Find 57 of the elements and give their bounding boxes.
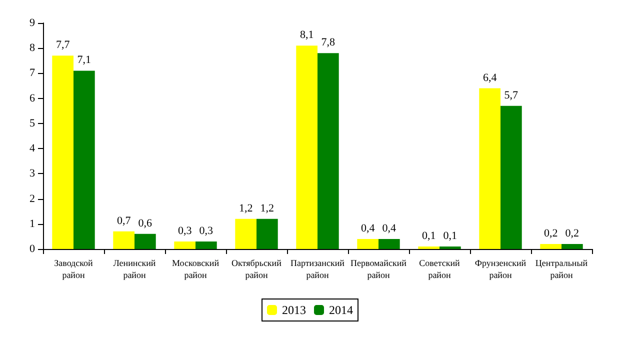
data-label: 0,3 bbox=[199, 224, 214, 237]
bar bbox=[196, 241, 217, 249]
x-tick-label: Заводской район bbox=[54, 258, 94, 280]
data-label: 1,2 bbox=[238, 202, 253, 214]
x-tick-label: Центральный район bbox=[535, 258, 588, 280]
data-label: 0,1 bbox=[422, 230, 436, 242]
data-label: 0,2 bbox=[544, 227, 558, 240]
y-tick-label: 1 bbox=[30, 218, 35, 230]
data-label: 1,2 bbox=[260, 202, 274, 214]
data-label: 0,6 bbox=[138, 217, 153, 230]
bar bbox=[440, 246, 461, 249]
data-label: 8,1 bbox=[300, 29, 314, 42]
x-tick-label: Октябрьский район bbox=[232, 258, 282, 280]
y-tick-label: 9 bbox=[30, 17, 36, 29]
bar bbox=[540, 244, 562, 249]
bar bbox=[174, 241, 196, 249]
x-tick-label: Ленинский район bbox=[113, 258, 156, 280]
y-tick-label: 4 bbox=[30, 142, 36, 155]
data-label: 7,1 bbox=[77, 54, 92, 66]
y-tick-label: 8 bbox=[30, 42, 36, 54]
legend-label: 2013 bbox=[282, 303, 306, 317]
data-label: 0,2 bbox=[565, 227, 580, 240]
bar bbox=[256, 218, 278, 249]
legend-label: 2014 bbox=[329, 303, 353, 317]
bar bbox=[296, 46, 318, 249]
y-tick-label: 0 bbox=[30, 243, 36, 255]
x-tick-label: Советский район bbox=[419, 258, 460, 280]
bar bbox=[500, 106, 522, 249]
bar bbox=[357, 238, 378, 249]
data-label: 0,4 bbox=[382, 222, 397, 234]
data-label: 6,4 bbox=[482, 72, 498, 84]
x-tick-label: Партизанский район bbox=[290, 258, 345, 280]
bar bbox=[235, 218, 256, 249]
data-label: 0,4 bbox=[360, 222, 376, 234]
bar bbox=[479, 88, 500, 249]
y-tick-label: 6 bbox=[30, 92, 36, 104]
data-label: 0,1 bbox=[443, 230, 458, 242]
bar bbox=[134, 234, 156, 249]
bar bbox=[113, 231, 134, 249]
data-label: 7,7 bbox=[56, 39, 70, 52]
x-tick-label: Первомайский район bbox=[350, 258, 407, 280]
data-label: 7,8 bbox=[321, 36, 336, 49]
bar bbox=[52, 56, 74, 249]
bar bbox=[318, 53, 339, 249]
y-tick-label: 5 bbox=[30, 117, 36, 130]
data-label: 0,7 bbox=[116, 214, 132, 227]
bar bbox=[74, 70, 95, 249]
y-tick-label: 7 bbox=[30, 67, 36, 80]
x-tick-label: Фрунзенский район bbox=[474, 258, 526, 280]
data-label: 0,3 bbox=[178, 224, 192, 237]
bar bbox=[562, 244, 583, 249]
x-tick-label: Московский район bbox=[172, 258, 220, 280]
bar bbox=[418, 246, 440, 249]
data-label: 5,7 bbox=[504, 89, 519, 102]
y-tick-label: 3 bbox=[30, 168, 36, 180]
bar bbox=[378, 238, 400, 249]
y-tick-label: 2 bbox=[30, 192, 35, 205]
